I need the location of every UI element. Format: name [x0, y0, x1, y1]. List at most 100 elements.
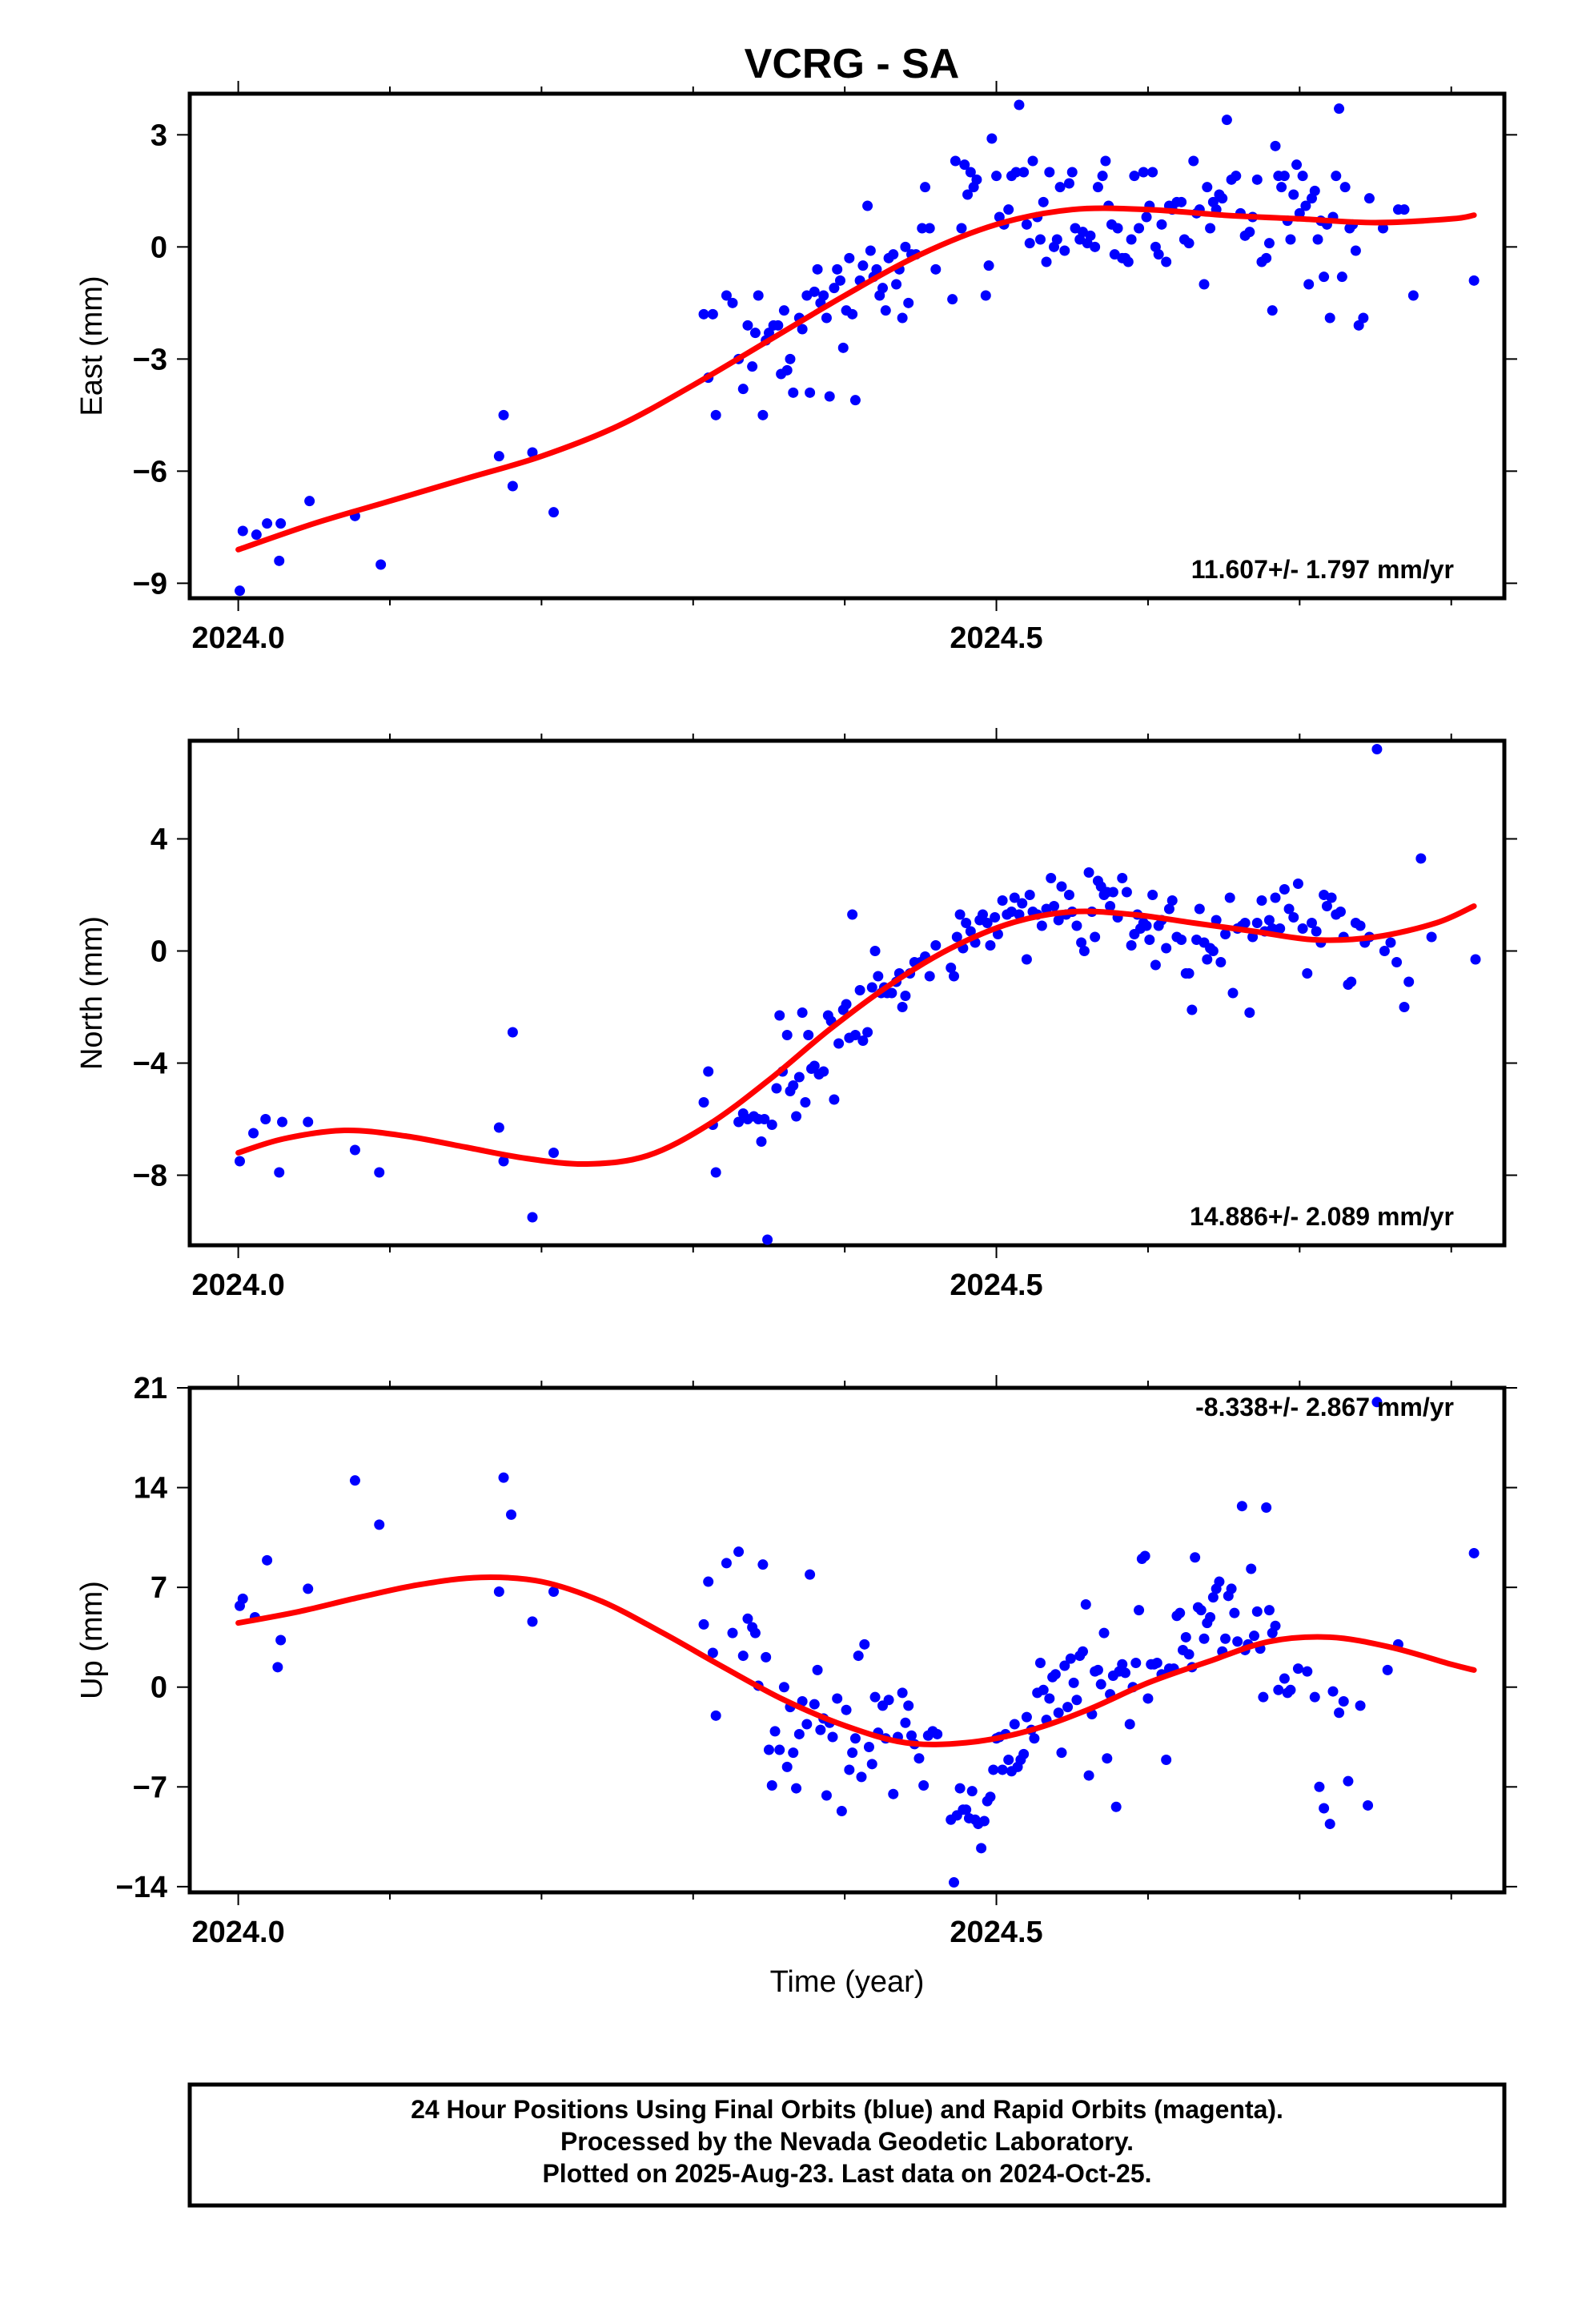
data-point	[737, 1651, 749, 1662]
data-point	[1363, 1799, 1374, 1811]
data-point	[1335, 907, 1346, 917]
data-point	[1176, 196, 1187, 207]
data-point	[1044, 167, 1055, 178]
data-point	[978, 909, 989, 920]
data-point	[774, 1744, 785, 1755]
data-point	[954, 909, 966, 920]
y-tick-label: −3	[133, 343, 167, 376]
data-point	[1063, 178, 1074, 189]
data-point	[1343, 1775, 1354, 1787]
y-tick-label: 21	[134, 1372, 167, 1405]
y-tick-label: 3	[151, 119, 167, 152]
data-point	[1275, 923, 1286, 934]
data-point	[1092, 182, 1103, 193]
data-point	[1049, 901, 1060, 911]
data-point	[961, 1804, 972, 1815]
data-point	[1249, 1630, 1260, 1642]
data-point	[946, 963, 957, 973]
data-point	[1270, 140, 1281, 151]
data-point	[1309, 1691, 1320, 1703]
data-point	[303, 1116, 314, 1128]
data-point	[859, 1638, 870, 1650]
data-point	[994, 211, 1005, 223]
data-point	[950, 155, 961, 167]
y-tick-label: −14	[116, 1871, 167, 1904]
data-point	[956, 223, 967, 234]
data-point	[1097, 171, 1108, 182]
data-point	[1044, 1693, 1055, 1704]
data-point	[1285, 234, 1296, 245]
data-point	[781, 1030, 793, 1040]
data-point	[1024, 890, 1035, 900]
data-point	[1227, 987, 1239, 999]
data-point	[1018, 1748, 1030, 1759]
data-point	[260, 1114, 271, 1124]
data-point	[1270, 892, 1281, 903]
y-tick-label: −7	[133, 1771, 167, 1804]
data-point	[1292, 879, 1303, 889]
data-point	[1270, 1620, 1281, 1631]
data-point	[1017, 898, 1028, 909]
data-point	[759, 1114, 770, 1124]
data-point	[788, 1747, 799, 1759]
data-point	[1063, 890, 1074, 900]
data-point	[498, 409, 509, 420]
data-point	[1326, 892, 1337, 903]
data-point	[1147, 167, 1158, 178]
data-point	[763, 1744, 774, 1755]
data-point	[949, 971, 960, 982]
data-point	[1085, 230, 1096, 241]
x-tick-label: 2024.0	[191, 1269, 284, 1302]
data-point	[965, 167, 976, 178]
data-point	[978, 1815, 990, 1827]
data-point	[747, 361, 758, 372]
data-point	[1334, 103, 1345, 115]
data-point	[924, 223, 935, 234]
data-point	[774, 1010, 785, 1021]
y-tick-label: 0	[151, 935, 167, 969]
data-point	[761, 1651, 772, 1663]
data-point	[721, 1558, 732, 1569]
data-point	[1263, 238, 1275, 249]
data-point	[349, 1475, 360, 1486]
data-point	[1027, 155, 1038, 167]
data-point	[781, 1761, 793, 1772]
data-point	[1207, 1592, 1219, 1603]
data-point	[1319, 271, 1330, 283]
data-point	[498, 1156, 509, 1167]
data-point	[797, 1007, 808, 1018]
data-point	[1071, 920, 1082, 931]
data-point	[1273, 1684, 1284, 1695]
data-point	[727, 297, 738, 308]
data-point	[1083, 1770, 1094, 1781]
data-point	[954, 1783, 966, 1794]
data-point	[1470, 954, 1481, 965]
data-point	[932, 1728, 943, 1739]
data-point	[1100, 155, 1111, 167]
data-point	[877, 283, 889, 294]
data-point	[1199, 279, 1210, 290]
data-point	[1138, 167, 1149, 178]
x-axis-label: Time (year)	[770, 1965, 925, 1999]
data-point	[821, 1790, 832, 1801]
data-point	[1180, 1631, 1191, 1642]
data-point	[1334, 1707, 1345, 1719]
data-point	[753, 290, 764, 301]
data-point	[1211, 915, 1222, 926]
data-point	[1051, 234, 1062, 245]
data-point	[274, 555, 285, 566]
velocity-label: 14.886+/- 2.089 mm/yr	[1190, 1202, 1454, 1231]
data-point	[1077, 1646, 1088, 1657]
data-point	[1095, 1679, 1106, 1690]
data-point	[1297, 923, 1308, 934]
data-point	[812, 1664, 823, 1675]
data-point	[773, 320, 784, 331]
data-point	[832, 263, 843, 275]
data-point	[1246, 1563, 1257, 1574]
data-point	[1161, 256, 1172, 267]
data-point	[809, 1060, 820, 1072]
data-point	[880, 305, 891, 316]
data-point	[1288, 912, 1299, 923]
data-point	[857, 1035, 869, 1046]
data-point	[865, 245, 876, 256]
